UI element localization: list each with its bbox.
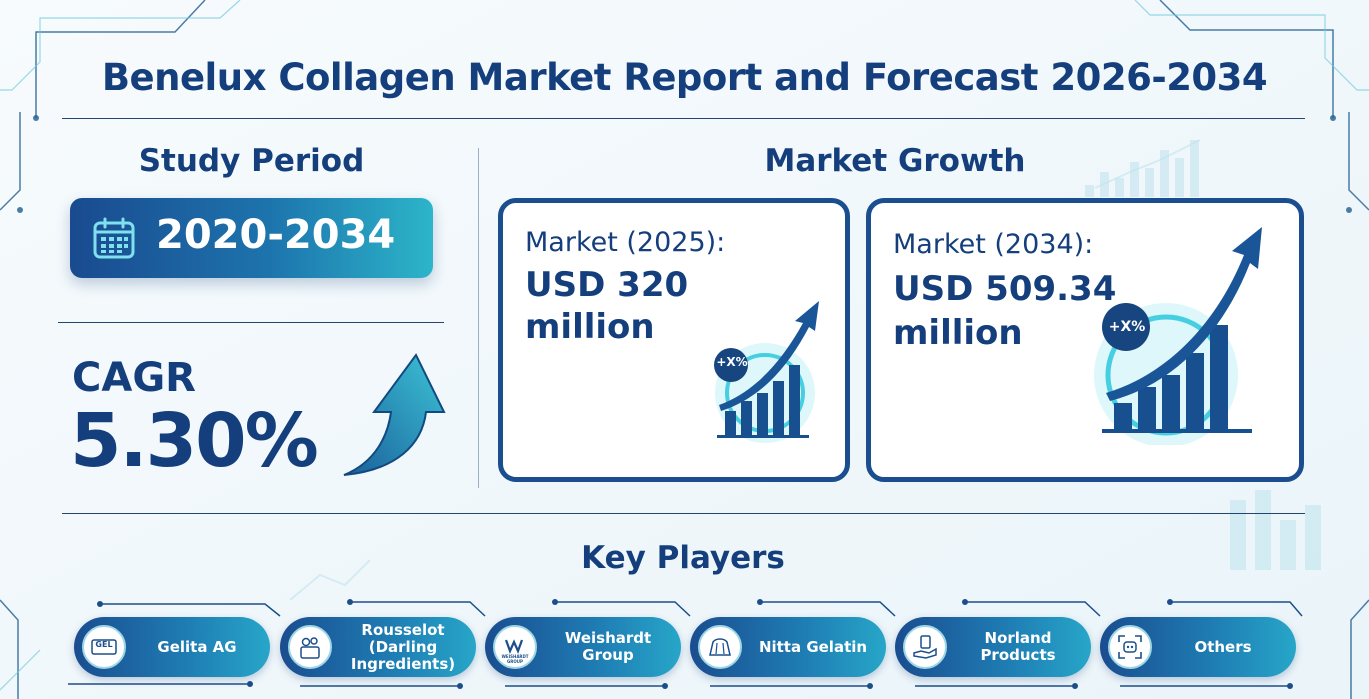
growth-chart-icon — [714, 301, 819, 443]
market-2025-value-line2: million — [525, 307, 655, 347]
market-2025-card: Market (2025): USD 320 million +X% — [498, 198, 850, 482]
cagr-value: 5.30% — [70, 398, 319, 484]
player-norland: Norland Products — [895, 617, 1091, 677]
player-name: Others — [1194, 637, 1252, 656]
market-2025-label: Market (2025): — [525, 227, 726, 258]
product-hand-icon — [903, 625, 947, 669]
growth-badge: +X% — [1108, 319, 1146, 335]
section-divider — [62, 513, 1305, 514]
gel-logo-icon: GEL — [82, 625, 126, 669]
key-players-heading: Key Players — [581, 540, 785, 576]
market-2034-card: Market (2034): USD 509.34 million +X% — [866, 198, 1304, 482]
left-divider — [58, 322, 444, 323]
column-divider — [478, 148, 479, 488]
player-name: Rousselot (Darling Ingredients) — [350, 620, 456, 673]
player-name: Gelita AG — [157, 637, 237, 656]
study-period-heading: Study Period — [138, 143, 365, 179]
player-gelita: GEL Gelita AG — [74, 617, 270, 677]
study-period-value: 2020-2034 — [156, 212, 396, 258]
title-divider — [62, 118, 1305, 119]
market-growth-heading: Market Growth — [764, 143, 1026, 179]
study-period-box: 2020-2034 — [70, 198, 433, 278]
player-name: Norland Products — [980, 629, 1056, 664]
player-nitta: Nitta Gelatin — [690, 617, 886, 677]
growth-badge: +X% — [716, 355, 748, 369]
player-name: Weishardt Group — [564, 629, 652, 664]
market-2034-label: Market (2034): — [893, 229, 1094, 260]
weishardt-logo-icon: WEISHARDT GROUP — [493, 625, 537, 669]
market-2034-value-line2: million — [893, 313, 1023, 353]
market-2034-value-line1: USD 509.34 — [893, 269, 1117, 309]
player-name: Nitta Gelatin — [758, 637, 868, 656]
calendar-icon — [93, 217, 135, 259]
player-others: Others — [1100, 617, 1296, 677]
more-icon — [1108, 625, 1152, 669]
page-title: Benelux Collagen Market Report and Forec… — [101, 56, 1268, 99]
gelatin-icon — [698, 625, 742, 669]
cagr-label: CAGR — [72, 355, 196, 401]
player-rousselot: Rousselot (Darling Ingredients) — [280, 617, 476, 677]
ingredients-icon — [288, 625, 332, 669]
market-2025-value-line1: USD 320 — [525, 265, 689, 305]
growth-chart-icon — [1094, 227, 1262, 445]
trend-arrow-icon — [343, 353, 446, 476]
player-weishardt: WEISHARDT GROUP Weishardt Group — [485, 617, 681, 677]
